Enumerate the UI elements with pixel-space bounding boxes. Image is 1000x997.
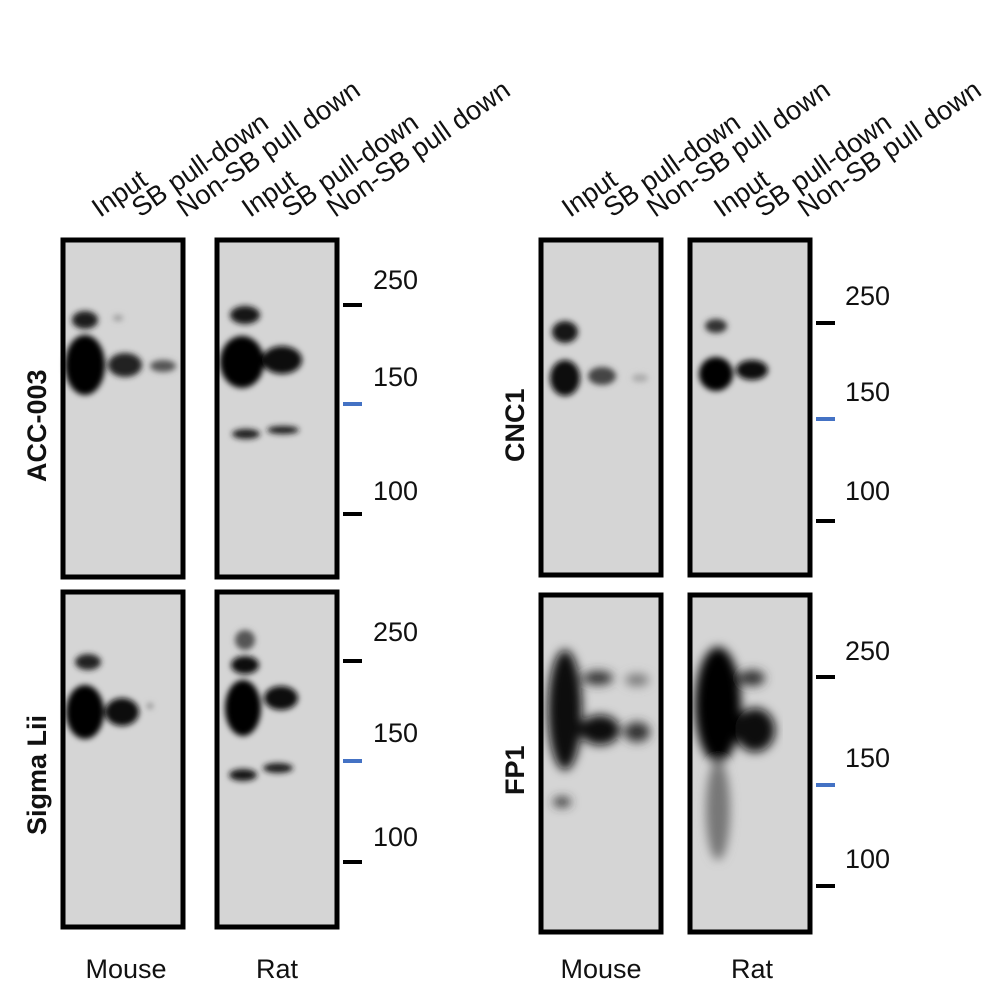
antibody-label-sigma-lii: Sigma Lii (22, 715, 52, 835)
mw-label-250: 250 (373, 265, 418, 295)
species-label-mouse: Mouse (560, 954, 641, 984)
mw-ladder-cnc1: 250 150 100 (816, 281, 890, 523)
blot-panel-cnc1-rat (687, 237, 813, 578)
species-label-rat: Rat (256, 954, 299, 984)
mw-label-150: 150 (845, 377, 890, 407)
blot-panel-acc003-mouse (60, 237, 186, 580)
mw-label-150: 150 (373, 718, 418, 748)
mw-label-150: 150 (373, 362, 418, 392)
blot-panel-fp1-rat (687, 592, 813, 935)
mw-label-100: 100 (373, 476, 418, 506)
mw-label-250: 250 (845, 636, 890, 666)
mw-label-250: 250 (373, 617, 418, 647)
antibody-label-acc003: ACC-003 (22, 369, 52, 482)
mw-label-100: 100 (845, 476, 890, 506)
species-label-rat: Rat (731, 954, 774, 984)
blot-panel-sigma-rat (214, 589, 340, 930)
species-label-mouse: Mouse (85, 954, 166, 984)
blot-panel-sigma-mouse (60, 589, 186, 930)
blot-panel-fp1-mouse (538, 592, 664, 935)
mw-label-100: 100 (373, 822, 418, 852)
mw-ladder-fp1: 250 150 100 (816, 636, 890, 888)
blot-panel-cnc1-mouse (538, 237, 664, 578)
blot-panel-acc003-rat (214, 237, 340, 580)
mw-ladder-sigma: 250 150 100 (343, 617, 418, 864)
mw-ladder-acc003: 250 150 100 (343, 265, 418, 516)
antibody-label-fp1: FP1 (500, 745, 530, 795)
mw-label-250: 250 (845, 281, 890, 311)
antibody-label-cnc1: CNC1 (500, 388, 530, 462)
mw-label-100: 100 (845, 844, 890, 874)
mw-label-150: 150 (845, 743, 890, 773)
